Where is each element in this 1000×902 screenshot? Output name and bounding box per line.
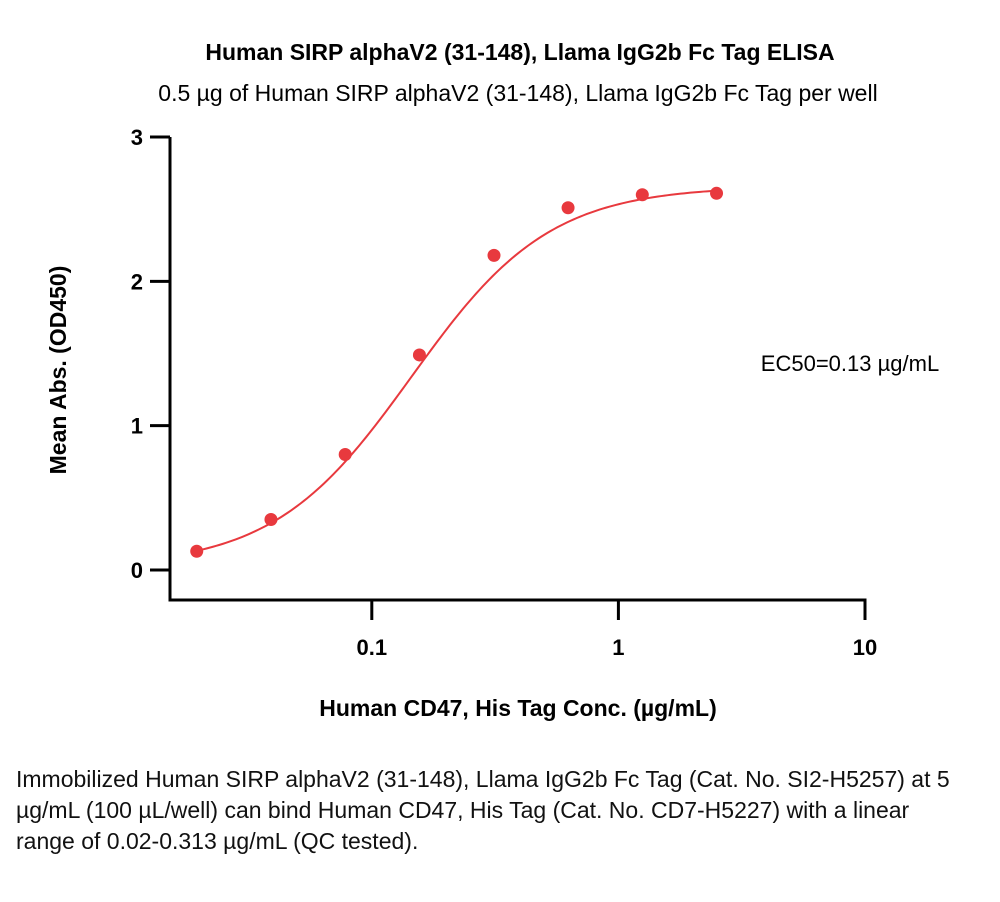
data-point: [561, 201, 575, 215]
data-point: [264, 512, 278, 526]
y-tick-label: 1: [131, 414, 143, 439]
elisa-chart: Human SIRP alphaV2 (31-148), Llama IgG2b…: [45, 39, 939, 721]
data-point: [635, 188, 649, 202]
x-axis-label: Human CD47, His Tag Conc. (µg/mL): [319, 695, 716, 721]
data-point: [487, 248, 501, 262]
x-tick-label: 10: [853, 635, 877, 660]
data-points: [190, 186, 724, 558]
data-point: [338, 448, 352, 462]
y-tick-label: 2: [131, 269, 143, 294]
chart-title: Human SIRP alphaV2 (31-148), Llama IgG2b…: [205, 39, 834, 65]
y-tick-label: 0: [131, 558, 143, 583]
fit-curve: [196, 189, 717, 552]
y-axis-label: Mean Abs. (OD450): [45, 266, 71, 475]
y-tick-label: 3: [131, 125, 143, 150]
axes: [168, 137, 867, 602]
chart-subtitle: 0.5 µg of Human SIRP alphaV2 (31-148), L…: [158, 80, 877, 106]
data-point: [190, 544, 204, 558]
ticks: 0 1 2 3 0.1 1 10: [131, 125, 877, 660]
fit-curve-group: [196, 189, 717, 552]
x-tick-label: 1: [612, 635, 624, 660]
data-point: [412, 348, 426, 362]
ec50-annotation: EC50=0.13 µg/mL: [761, 351, 939, 376]
figure-caption: Immobilized Human SIRP alphaV2 (31-148),…: [16, 766, 950, 854]
x-tick-label: 0.1: [357, 635, 388, 660]
data-point: [710, 186, 724, 200]
